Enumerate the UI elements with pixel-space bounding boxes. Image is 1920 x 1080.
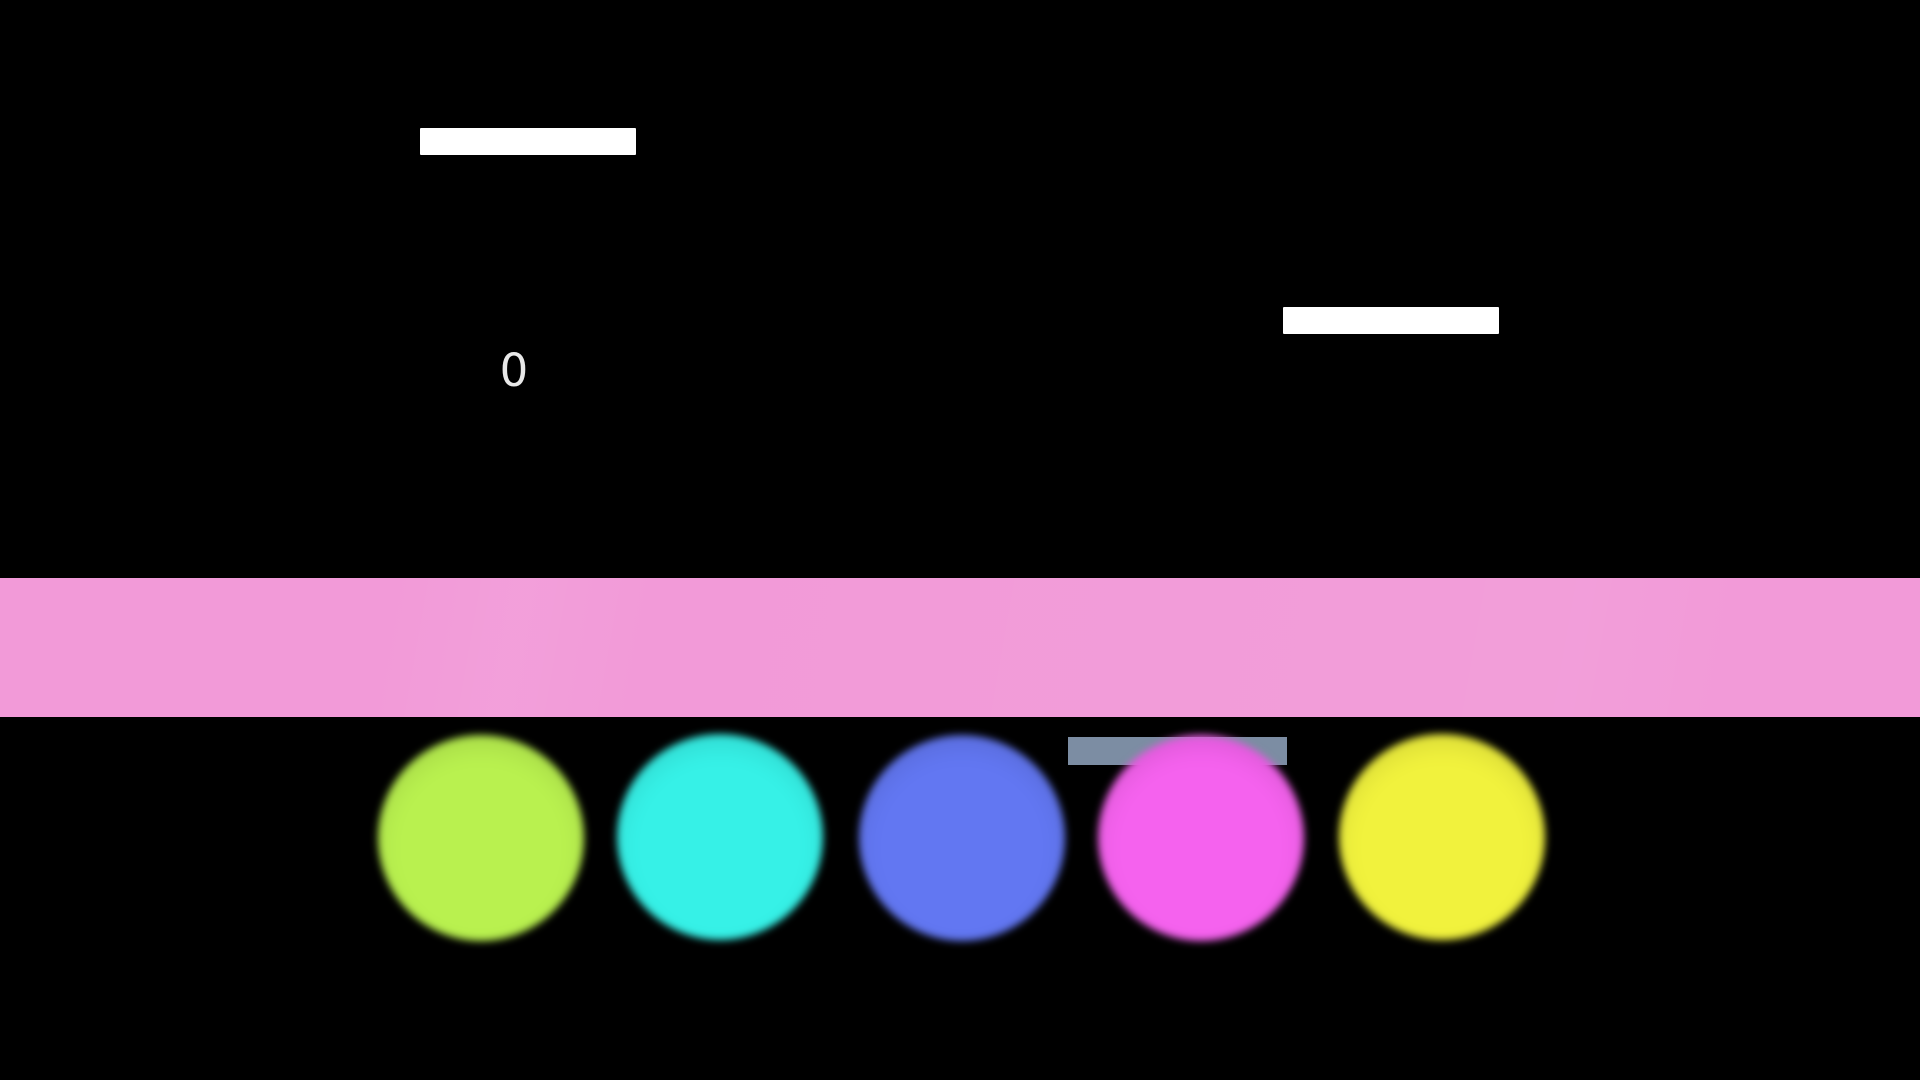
platform-top-left [420, 128, 636, 155]
ball-cyan[interactable] [617, 734, 823, 940]
score-label: 0 [499, 344, 529, 397]
ball-yellow[interactable] [1339, 734, 1545, 940]
pink-band-sheen [0, 578, 1920, 717]
ball-lime[interactable] [378, 735, 584, 941]
ball-magenta[interactable] [1098, 735, 1304, 941]
pink-band [0, 578, 1920, 717]
platform-right [1283, 307, 1499, 334]
ball-blue[interactable] [859, 735, 1065, 941]
